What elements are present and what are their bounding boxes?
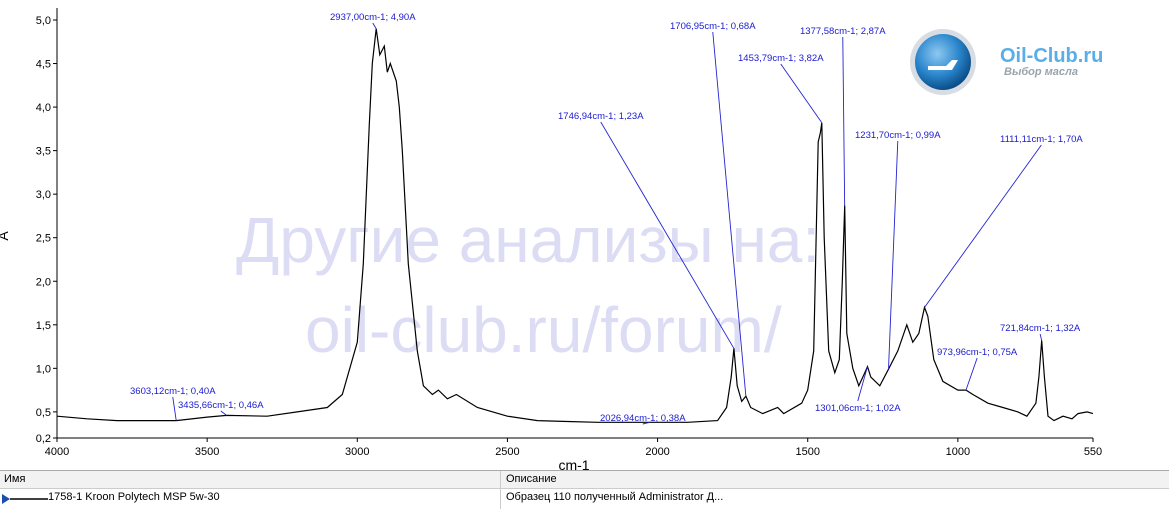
- x-tick-label: 3500: [195, 446, 219, 458]
- peak-leader: [857, 366, 868, 402]
- peak-leader: [172, 396, 177, 421]
- y-tick-label: 0,2: [36, 433, 51, 445]
- watermark: Другие анализы на:: [236, 204, 820, 276]
- peak-leader: [888, 140, 899, 370]
- peak-label: 1231,70cm-1; 0,99A: [855, 130, 941, 141]
- peak-leader: [372, 22, 377, 29]
- x-tick-label: 2500: [495, 446, 519, 458]
- spectrum-line: [56, 28, 1094, 423]
- peak-leader: [642, 421, 650, 425]
- peak-leader: [220, 410, 227, 416]
- y-tick-label: 1,0: [36, 363, 51, 375]
- logo-subtitle: Выбор масла: [1004, 66, 1078, 78]
- peak-label: 3435,66cm-1; 0,46A: [178, 400, 264, 411]
- series-swatch: [2, 494, 48, 504]
- peak-leader: [924, 144, 1042, 308]
- peak-label: 973,96cm-1; 0,75A: [937, 347, 1018, 358]
- y-tick-label: 5,0: [36, 15, 51, 27]
- peak-label: 1111,11cm-1; 1,70A: [1000, 134, 1083, 145]
- y-tick-label: 4,0: [36, 102, 51, 114]
- legend-table: Имя Описание 1758-1 Kroon Polytech MSP 5…: [0, 470, 1169, 509]
- x-tick-label: 4000: [45, 446, 69, 458]
- peak-label: 1377,58cm-1; 2,87A: [800, 26, 886, 37]
- peak-label: 1706,95cm-1; 0,68A: [670, 21, 756, 32]
- table-row[interactable]: 1758-1 Kroon Polytech MSP 5w-30 Образец …: [0, 489, 1169, 509]
- y-tick-label: 1,5: [36, 320, 51, 332]
- y-axis-label: A: [0, 231, 11, 241]
- peak-leader: [600, 121, 735, 349]
- x-tick-label: 1000: [946, 446, 970, 458]
- watermark: oil-club.ru/forum/: [305, 294, 782, 366]
- peak-leader: [842, 36, 846, 206]
- x-tick-label: 3000: [345, 446, 369, 458]
- table-header: Имя Описание: [0, 471, 1169, 489]
- chart: Oil-Club.ru Выбор масла Другие анализы н…: [0, 8, 1103, 473]
- x-tick-label: 1500: [795, 446, 819, 458]
- x-tick-label: 2000: [645, 446, 669, 458]
- x-tick-label: 550: [1084, 446, 1102, 458]
- y-tick-label: 3,0: [36, 189, 51, 201]
- logo-title: Oil-Club.ru: [1000, 45, 1103, 67]
- peak-label: 2026,94cm-1; 0,38A: [600, 413, 686, 424]
- peak-label: 721,84cm-1; 1,32A: [1000, 323, 1081, 334]
- y-tick-label: 4,5: [36, 59, 51, 71]
- peak-leader: [965, 357, 978, 391]
- peak-label: 1301,06cm-1; 1,02A: [815, 403, 901, 414]
- peak-leader: [1039, 333, 1043, 341]
- logo-circle: [915, 34, 971, 90]
- peak-leader: [780, 63, 823, 124]
- series-name: 1758-1 Kroon Polytech MSP 5w-30: [48, 491, 220, 503]
- y-tick-label: 3,5: [36, 146, 51, 158]
- peak-leader: [712, 31, 747, 397]
- column-header: Имя: [4, 473, 26, 485]
- y-tick-label: 2,0: [36, 276, 51, 288]
- x-axis-label: cm-1: [558, 457, 589, 470]
- y-tick-label: 2,5: [36, 233, 51, 245]
- peak-label: 2937,00cm-1; 4,90A: [330, 12, 416, 23]
- y-tick-label: 0,5: [36, 407, 51, 419]
- series-description: Образец 110 полученный Administrator Д..…: [506, 491, 724, 503]
- peak-label: 3603,12cm-1; 0,40A: [130, 386, 216, 397]
- column-header: Описание: [506, 473, 557, 485]
- logo-can: [928, 60, 958, 70]
- peak-label: 1746,94cm-1; 1,23A: [558, 111, 644, 122]
- peak-label: 1453,79cm-1; 3,82A: [738, 53, 824, 64]
